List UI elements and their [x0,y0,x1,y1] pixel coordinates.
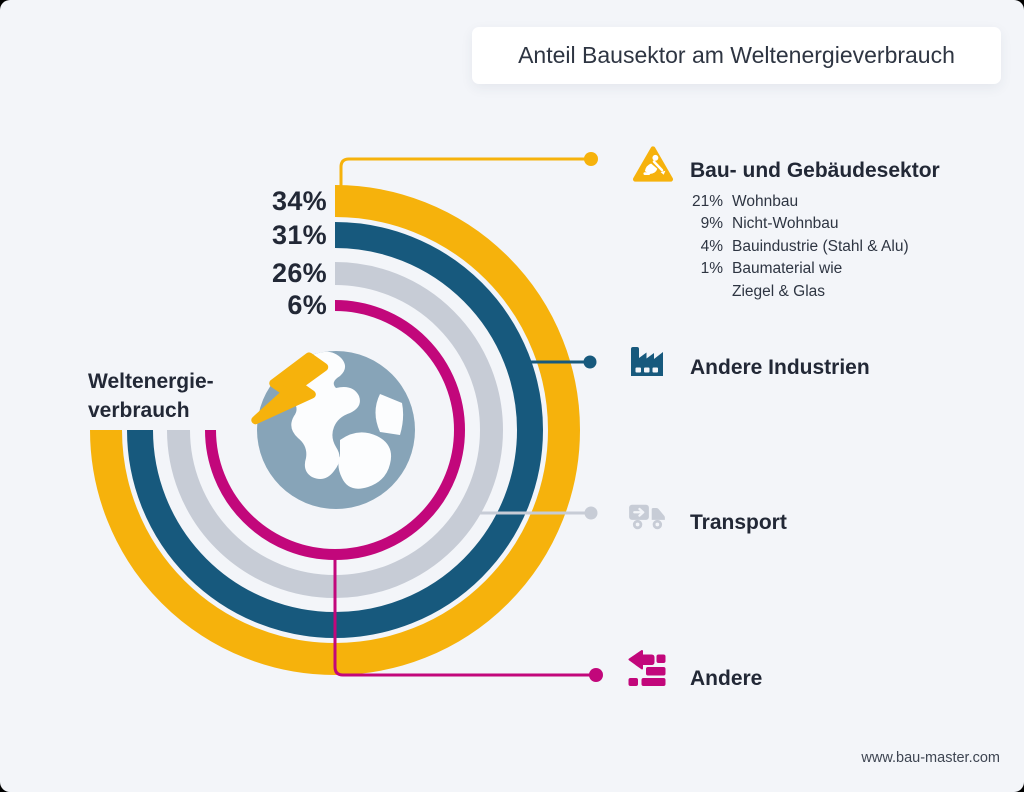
breakdown-row: 4% Bauindustrie (Stahl & Alu) [689,236,909,258]
leader-dot-bau [584,152,598,166]
page-title: Anteil Bausektor am Weltenergieverbrauch [518,42,955,68]
roadworks-icon [632,144,674,184]
breakdown-pct: 9% [700,215,723,233]
lightning-bolt-icon [251,352,329,425]
continent-shape [338,432,392,489]
breakdown-pct [689,281,723,303]
legend-title-andere: Andere [690,667,763,690]
breakdown-row: 21% Wohnbau [689,191,909,213]
title-card: Anteil Bausektor am Weltenergieverbrauch [472,27,1001,84]
ring-value-andere: 6% [287,290,327,320]
breakdown-label: Wohnbau [732,193,799,210]
breakdown-pct: 1% [700,260,723,278]
leader-dot-andere [589,668,603,682]
truck-icon [627,501,667,533]
legend-title-industrien: Andere Industrien [690,356,870,379]
leader-line-andere [333,549,592,677]
breakdown-label: Baumaterial wie [732,260,843,278]
breakdown-row: 9% Nicht-Wohnbau [689,213,909,235]
breakdown-label: Bauindustrie (Stahl & Alu) [732,237,909,255]
legend-title-transport: Transport [690,511,787,534]
breakdown-pct: 4% [700,237,723,255]
center-label-line1: Weltenergie- [88,370,214,393]
source-url: www.bau-master.com [861,750,1000,766]
center-label: Weltenergie- verbrauch [88,367,214,425]
continent-shape [375,394,404,435]
ring-andere-industrien [127,222,543,638]
breakdown-row: 1% Baumaterial wie [689,258,909,280]
ring-andere [205,300,465,560]
leader-line-bau [339,157,588,200]
ring-value-bau: 34% [272,186,327,216]
blocks-arrow-icon [628,648,668,686]
breakdown-pct: 21% [691,193,723,210]
center-label-line2: verbrauch [88,399,190,422]
legend-breakdown-bau: 21% Wohnbau 9% Nicht-Wohnbau 4% Bauindus… [689,191,909,303]
ring-bau-und-gebaeudesektor [90,185,580,675]
factory-icon [629,341,665,378]
breakdown-label: Ziegel & Glas [732,282,826,300]
legend-title-bau: Bau- und Gebäudesektor [690,159,940,182]
breakdown-label: Nicht-Wohnbau [732,215,839,233]
leader-dot-transport [584,506,598,520]
leader-dot-industrien [583,355,597,369]
ring-value-transport: 26% [272,258,327,288]
breakdown-row: Ziegel & Glas [689,281,909,303]
ring-value-industrien: 31% [272,220,327,250]
ring-transport [167,262,503,598]
globe-icon [251,351,415,509]
